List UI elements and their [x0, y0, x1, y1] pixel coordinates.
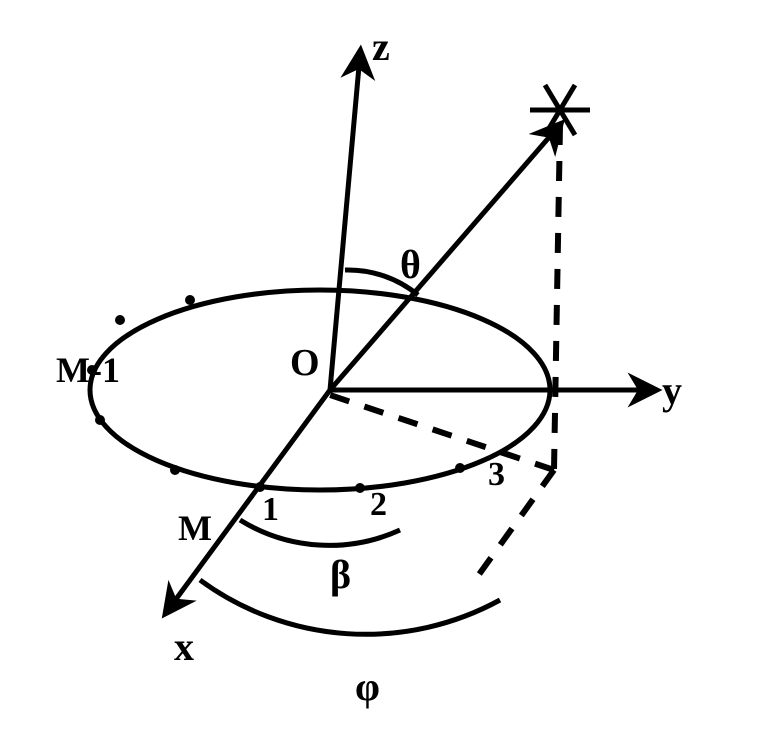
- point-M-label: M: [178, 508, 212, 548]
- source-ray: [330, 127, 558, 390]
- point-M-1-label: M-1: [56, 350, 120, 390]
- beta-label: β: [330, 552, 351, 597]
- phi-label: φ: [355, 664, 380, 709]
- z-axis-label: z: [372, 24, 390, 69]
- z-axis: [330, 55, 360, 390]
- y-axis-label: y: [662, 368, 682, 413]
- point-1-label: 1: [262, 491, 279, 528]
- x-axis: [168, 390, 330, 610]
- point-2-label: 2: [370, 486, 387, 523]
- x-axis-label: x: [174, 624, 194, 669]
- origin-label: O: [290, 342, 320, 384]
- coordinate-diagram: z y x O θ β φ 1 2 3 M M-1: [0, 0, 765, 752]
- theta-label: θ: [400, 242, 421, 287]
- point-3-label: 3: [488, 456, 505, 493]
